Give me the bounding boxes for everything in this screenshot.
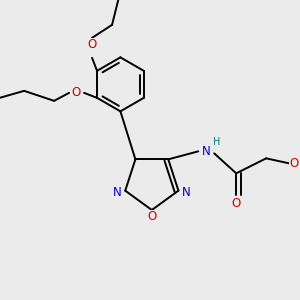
Text: O: O — [232, 197, 241, 210]
Text: O: O — [147, 211, 157, 224]
Text: H: H — [212, 137, 220, 147]
Text: N: N — [182, 186, 191, 199]
Text: O: O — [87, 38, 97, 51]
Text: O: O — [290, 157, 299, 170]
Text: O: O — [71, 86, 81, 99]
Text: N: N — [202, 145, 211, 158]
Text: N: N — [113, 186, 122, 199]
